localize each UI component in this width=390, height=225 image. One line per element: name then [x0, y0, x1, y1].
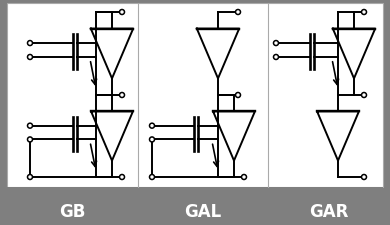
Circle shape	[241, 175, 246, 180]
Circle shape	[362, 93, 367, 98]
Circle shape	[273, 41, 278, 46]
Circle shape	[149, 175, 154, 180]
Circle shape	[119, 93, 124, 98]
Circle shape	[362, 175, 367, 180]
Circle shape	[236, 10, 241, 16]
Text: GAL: GAL	[184, 202, 222, 220]
Circle shape	[119, 175, 124, 180]
Circle shape	[149, 124, 154, 129]
Circle shape	[28, 137, 32, 142]
Circle shape	[28, 41, 32, 46]
Text: GAR: GAR	[309, 202, 349, 220]
Circle shape	[236, 93, 241, 98]
Circle shape	[362, 10, 367, 16]
Text: GB: GB	[59, 202, 85, 220]
FancyBboxPatch shape	[7, 187, 383, 221]
Circle shape	[28, 175, 32, 180]
Circle shape	[28, 124, 32, 129]
Circle shape	[119, 10, 124, 16]
Circle shape	[273, 55, 278, 60]
FancyBboxPatch shape	[7, 4, 383, 187]
Circle shape	[149, 137, 154, 142]
Circle shape	[28, 55, 32, 60]
